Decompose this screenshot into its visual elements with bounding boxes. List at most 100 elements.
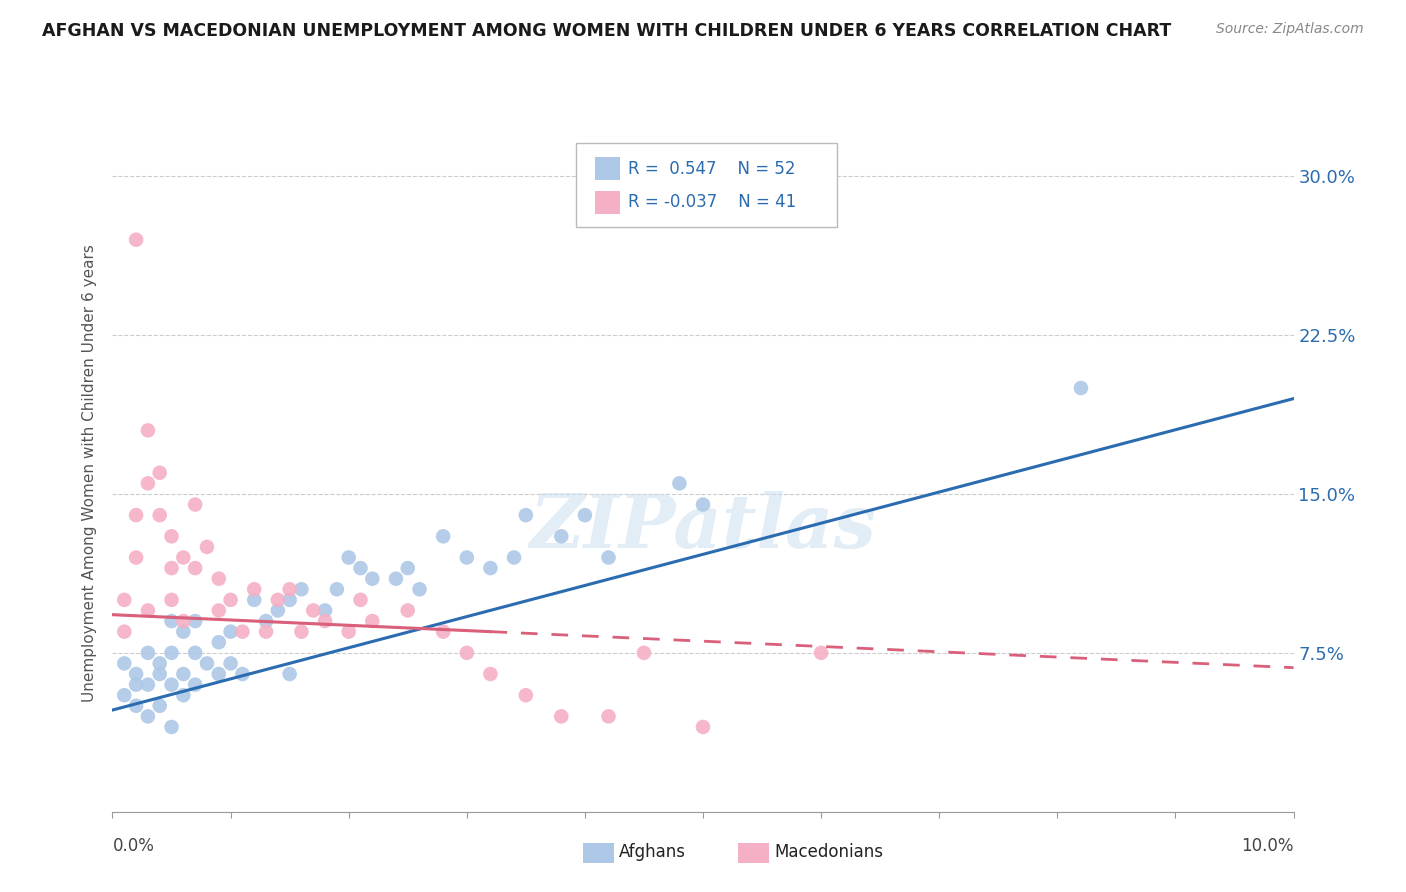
- Point: [479, 667, 502, 681]
- Text: ZIPatlas: ZIPatlas: [530, 491, 876, 563]
- Point: [172, 624, 194, 639]
- Point: [149, 657, 172, 671]
- Point: [136, 646, 159, 660]
- Point: [503, 550, 526, 565]
- Point: [208, 603, 231, 617]
- Point: [456, 550, 478, 565]
- Point: [231, 624, 253, 639]
- Point: [125, 550, 148, 565]
- Point: [112, 688, 135, 702]
- Point: [515, 508, 537, 523]
- Point: [149, 466, 172, 480]
- Point: [1070, 381, 1092, 395]
- Point: [125, 508, 148, 523]
- Point: [125, 667, 148, 681]
- Text: 0.0%: 0.0%: [112, 837, 155, 855]
- Point: [515, 688, 537, 702]
- Text: Macedonians: Macedonians: [775, 843, 884, 861]
- Point: [479, 561, 502, 575]
- Point: [692, 720, 714, 734]
- Point: [160, 614, 183, 628]
- Point: [219, 624, 242, 639]
- Point: [385, 572, 408, 586]
- Point: [243, 582, 266, 597]
- Point: [149, 667, 172, 681]
- Point: [125, 698, 148, 713]
- Point: [172, 550, 194, 565]
- Point: [112, 624, 135, 639]
- Point: [302, 603, 325, 617]
- Point: [160, 678, 183, 692]
- Point: [184, 561, 207, 575]
- Point: [337, 550, 360, 565]
- Text: Afghans: Afghans: [619, 843, 686, 861]
- Point: [574, 508, 596, 523]
- Point: [267, 603, 290, 617]
- Point: [172, 688, 194, 702]
- Point: [361, 614, 384, 628]
- Point: [267, 592, 290, 607]
- Point: [396, 603, 419, 617]
- Point: [136, 678, 159, 692]
- Text: AFGHAN VS MACEDONIAN UNEMPLOYMENT AMONG WOMEN WITH CHILDREN UNDER 6 YEARS CORREL: AFGHAN VS MACEDONIAN UNEMPLOYMENT AMONG …: [42, 22, 1171, 40]
- Point: [349, 561, 371, 575]
- Text: Source: ZipAtlas.com: Source: ZipAtlas.com: [1216, 22, 1364, 37]
- Point: [278, 582, 301, 597]
- Point: [184, 678, 207, 692]
- Point: [149, 698, 172, 713]
- Point: [136, 424, 159, 438]
- Point: [633, 646, 655, 660]
- Point: [112, 592, 135, 607]
- Point: [160, 561, 183, 575]
- Point: [278, 592, 301, 607]
- Point: [337, 624, 360, 639]
- Point: [136, 603, 159, 617]
- Point: [208, 635, 231, 649]
- Point: [290, 582, 312, 597]
- Point: [550, 529, 572, 543]
- Point: [160, 720, 183, 734]
- Text: R = -0.037    N = 41: R = -0.037 N = 41: [628, 194, 797, 211]
- Point: [243, 592, 266, 607]
- Point: [172, 667, 194, 681]
- Point: [349, 592, 371, 607]
- Point: [172, 614, 194, 628]
- Point: [219, 592, 242, 607]
- Point: [208, 572, 231, 586]
- Y-axis label: Unemployment Among Women with Children Under 6 years: Unemployment Among Women with Children U…: [82, 244, 97, 702]
- Point: [326, 582, 349, 597]
- Point: [219, 657, 242, 671]
- Point: [136, 476, 159, 491]
- Point: [278, 667, 301, 681]
- Point: [208, 667, 231, 681]
- Point: [396, 561, 419, 575]
- Point: [125, 233, 148, 247]
- Point: [408, 582, 430, 597]
- Point: [254, 624, 277, 639]
- Point: [184, 498, 207, 512]
- Point: [668, 476, 690, 491]
- Point: [195, 540, 218, 554]
- Point: [432, 529, 454, 543]
- Text: R =  0.547    N = 52: R = 0.547 N = 52: [628, 160, 796, 178]
- Point: [160, 592, 183, 607]
- Point: [231, 667, 253, 681]
- Point: [598, 550, 620, 565]
- Point: [361, 572, 384, 586]
- Text: 10.0%: 10.0%: [1241, 837, 1294, 855]
- Point: [112, 657, 135, 671]
- Point: [290, 624, 312, 639]
- Point: [456, 646, 478, 660]
- Point: [160, 529, 183, 543]
- Point: [184, 614, 207, 628]
- Point: [810, 646, 832, 660]
- Point: [136, 709, 159, 723]
- Point: [160, 646, 183, 660]
- Point: [195, 657, 218, 671]
- Point: [432, 624, 454, 639]
- Point: [314, 614, 336, 628]
- Point: [149, 508, 172, 523]
- Point: [314, 603, 336, 617]
- Point: [125, 678, 148, 692]
- Point: [184, 646, 207, 660]
